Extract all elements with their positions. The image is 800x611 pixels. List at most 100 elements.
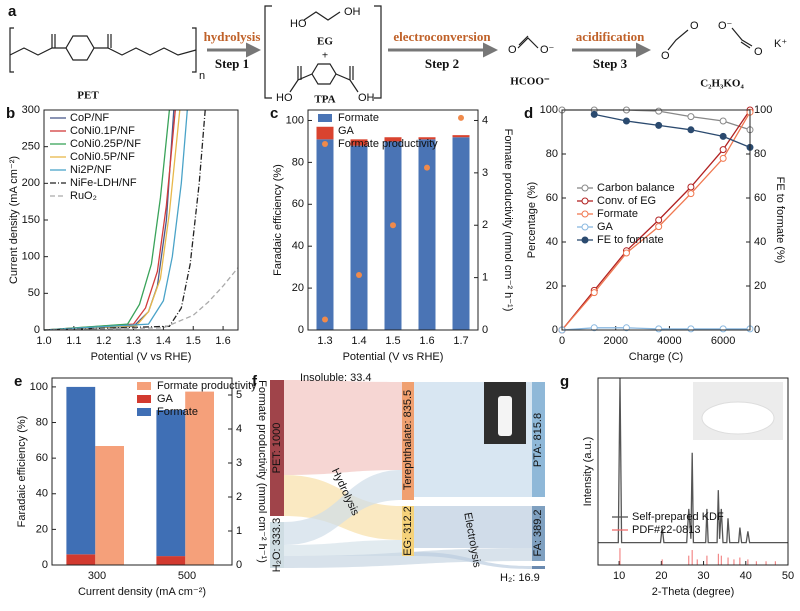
marker (590, 324, 598, 332)
x-tick-label: 1.3 (317, 335, 332, 347)
legend-swatch (318, 127, 332, 135)
flow (284, 380, 402, 475)
bar-segment (418, 139, 436, 330)
x-tick-label: 1.4 (351, 335, 366, 347)
x-tick-label: 1.4 (156, 335, 171, 347)
legend-marker (581, 184, 589, 192)
product: HCOO⁻ (510, 76, 550, 88)
panel-label: g (560, 373, 569, 390)
y-tick-label: 250 (22, 141, 40, 153)
plot-frame (307, 109, 479, 331)
legend-label: Formate productivity (157, 380, 257, 392)
y2-tick-label: 60 (754, 192, 766, 204)
marker (655, 223, 663, 231)
bond (289, 66, 359, 93)
y2-tick-label: 80 (754, 148, 766, 160)
step-verb: acidification (576, 29, 645, 44)
bar-segment (316, 139, 334, 330)
bracket (264, 5, 382, 99)
marker (655, 216, 663, 224)
repeat: n (199, 70, 205, 82)
step-verb: electroconversion (393, 29, 491, 44)
y-tick-label: 40 (292, 240, 304, 252)
sankey-node (402, 506, 414, 556)
x-axis-label: 2-Theta (degree) (652, 586, 735, 598)
series-line (594, 113, 751, 149)
y-tick-label: 100 (540, 104, 558, 116)
bar-segment (384, 141, 402, 330)
x-tick-label: 50 (782, 570, 794, 582)
sankey-node (270, 380, 284, 516)
sankey-node-label: Terephthalate: 835.5 (402, 390, 414, 490)
x-tick-label: 4000 (657, 335, 681, 347)
bar-segment (66, 554, 96, 565)
bar-segment (418, 137, 436, 140)
plot-frame (597, 377, 789, 566)
legend-label: NiFe-LDH/NF (70, 177, 137, 189)
y2-tick-label: 0 (236, 559, 242, 571)
bar-segment (384, 137, 402, 142)
legend-label: FE to formate (597, 234, 664, 246)
marker (719, 154, 727, 162)
y-tick-label: 20 (546, 280, 558, 292)
y-tick-label: 200 (22, 177, 40, 189)
y2-tick-label: 4 (236, 423, 242, 435)
atom: O⁻ (540, 44, 555, 56)
step-label: Step 2 (425, 56, 459, 71)
y2-tick-label: 3 (482, 167, 488, 179)
marker (590, 110, 598, 118)
x-tick-label: 1.6 (215, 335, 230, 347)
x-tick-label: 0 (559, 335, 565, 347)
legend-marker (581, 210, 589, 218)
bar (185, 391, 214, 565)
legend-label: GA (597, 221, 614, 233)
legend-label: Formate productivity (338, 138, 438, 150)
point (424, 164, 430, 171)
flow (284, 540, 402, 556)
panel-label: f (252, 373, 258, 390)
atom: O (508, 44, 517, 56)
marker (687, 183, 695, 191)
inset-powder (701, 401, 775, 435)
legend-label: Conv. of EG (597, 195, 656, 207)
legend-label: GA (157, 393, 174, 405)
plot-frame (51, 377, 233, 566)
legend-swatch (137, 408, 151, 416)
ring (311, 63, 337, 85)
y-tick-label: 60 (546, 192, 558, 204)
plot-frame (561, 109, 751, 331)
legend-marker (581, 236, 589, 244)
ion: K⁺ (774, 38, 787, 50)
y2-tick-label: 0 (482, 324, 488, 336)
x-tick-label: 20 (655, 570, 667, 582)
sankey-node-label: Insoluble: 33.4 (300, 372, 372, 384)
series-line (43, 109, 188, 331)
marker (687, 190, 695, 198)
sankey-node-label: EG: 312.2 (402, 506, 414, 556)
panel-label: b (6, 105, 15, 122)
legend-label: CoNi0.5P/NF (70, 151, 135, 163)
plot-frame (43, 109, 239, 331)
marker (687, 126, 695, 134)
point (356, 272, 362, 278)
legend-marker (581, 223, 589, 231)
ring (65, 35, 95, 61)
marker (622, 117, 630, 125)
y-axis-label: Percentage (%) (526, 182, 538, 258)
legend-swatch (137, 382, 151, 390)
marker (719, 325, 727, 333)
marker (655, 325, 663, 333)
y-tick-label: 40 (36, 488, 48, 500)
legend-label: RuO₂ (70, 190, 97, 202)
x-tick-label: 10 (613, 570, 625, 582)
y2-tick-label: 5 (236, 389, 242, 401)
sankey-node-label: FA: 389.2 (532, 509, 544, 556)
series-line (43, 267, 239, 331)
legend-label: Ni2P/NF (70, 164, 112, 176)
marker (655, 121, 663, 129)
atom: O (754, 46, 763, 58)
bond (517, 35, 539, 49)
bar-segment (350, 139, 368, 146)
series-line (43, 109, 171, 331)
